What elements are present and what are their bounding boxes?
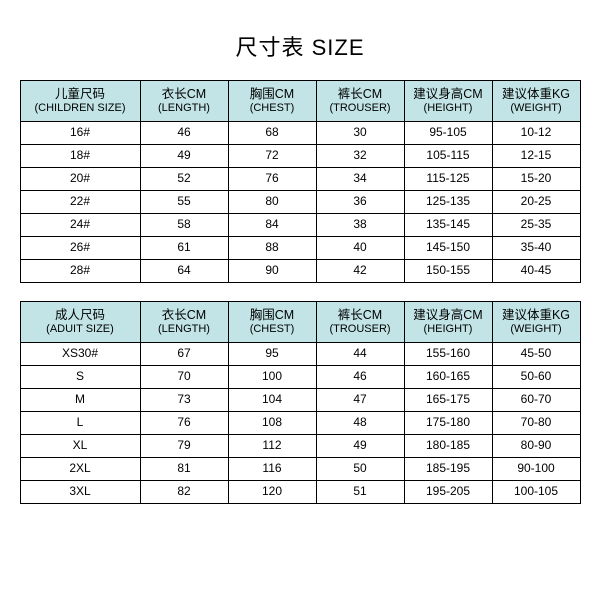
col-header-cn: 衣长CM [141, 309, 228, 323]
children-header: 儿童尺码(CHILDREN SIZE) 衣长CM(LENGTH) 胸围CM(CH… [20, 81, 580, 122]
table-row: 20#527634115-12515-20 [20, 168, 580, 191]
table-row: 28#649042150-15540-45 [20, 260, 580, 283]
col-header-en: (LENGTH) [141, 323, 228, 335]
table-row: XS30#679544155-16045-50 [20, 343, 580, 366]
col-header-en: (CHILDREN SIZE) [21, 102, 140, 114]
col-header-en: (WEIGHT) [493, 102, 580, 114]
adult-header: 成人尺码(ADUIT SIZE) 衣长CM(LENGTH) 胸围CM(CHEST… [20, 302, 580, 343]
table-row: XL7911249180-18580-90 [20, 435, 580, 458]
col-header-cn: 儿童尺码 [21, 88, 140, 102]
table-row: 26#618840145-15035-40 [20, 237, 580, 260]
col-header-cn: 建议身高CM [405, 88, 492, 102]
col-header-en: (CHEST) [229, 102, 316, 114]
col-header-cn: 建议体重KG [493, 88, 580, 102]
col-header-cn: 裤长CM [317, 88, 404, 102]
table-row: S7010046160-16550-60 [20, 366, 580, 389]
table-row: 3XL8212051195-205100-105 [20, 481, 580, 504]
table-row: L7610848175-18070-80 [20, 412, 580, 435]
table-row: 22#558036125-13520-25 [20, 191, 580, 214]
table-row: 2XL8111650185-19590-100 [20, 458, 580, 481]
col-header-cn: 胸围CM [229, 309, 316, 323]
page-title: 尺寸表 SIZE [235, 30, 364, 62]
col-header-cn: 建议身高CM [405, 309, 492, 323]
children-body: 16#46683095-10510-12 18#497232105-11512-… [20, 122, 580, 302]
col-header-cn: 建议体重KG [493, 309, 580, 323]
spacer-row [20, 283, 580, 302]
table-row: 18#497232105-11512-15 [20, 145, 580, 168]
col-header-en: (CHEST) [229, 323, 316, 335]
col-header-en: (LENGTH) [141, 102, 228, 114]
col-header-en: (ADUIT SIZE) [21, 323, 140, 335]
table-row: 16#46683095-10510-12 [20, 122, 580, 145]
col-header-en: (TROUSER) [317, 323, 404, 335]
table-row: M7310447165-17560-70 [20, 389, 580, 412]
col-header-en: (WEIGHT) [493, 323, 580, 335]
size-table: 儿童尺码(CHILDREN SIZE) 衣长CM(LENGTH) 胸围CM(CH… [20, 80, 581, 504]
col-header-en: (HEIGHT) [405, 102, 492, 114]
col-header-en: (TROUSER) [317, 102, 404, 114]
adult-body: XS30#679544155-16045-50 S7010046160-1655… [20, 343, 580, 504]
col-header-cn: 成人尺码 [21, 309, 140, 323]
col-header-en: (HEIGHT) [405, 323, 492, 335]
col-header-cn: 胸围CM [229, 88, 316, 102]
table-row: 24#588438135-14525-35 [20, 214, 580, 237]
col-header-cn: 裤长CM [317, 309, 404, 323]
col-header-cn: 衣长CM [141, 88, 228, 102]
